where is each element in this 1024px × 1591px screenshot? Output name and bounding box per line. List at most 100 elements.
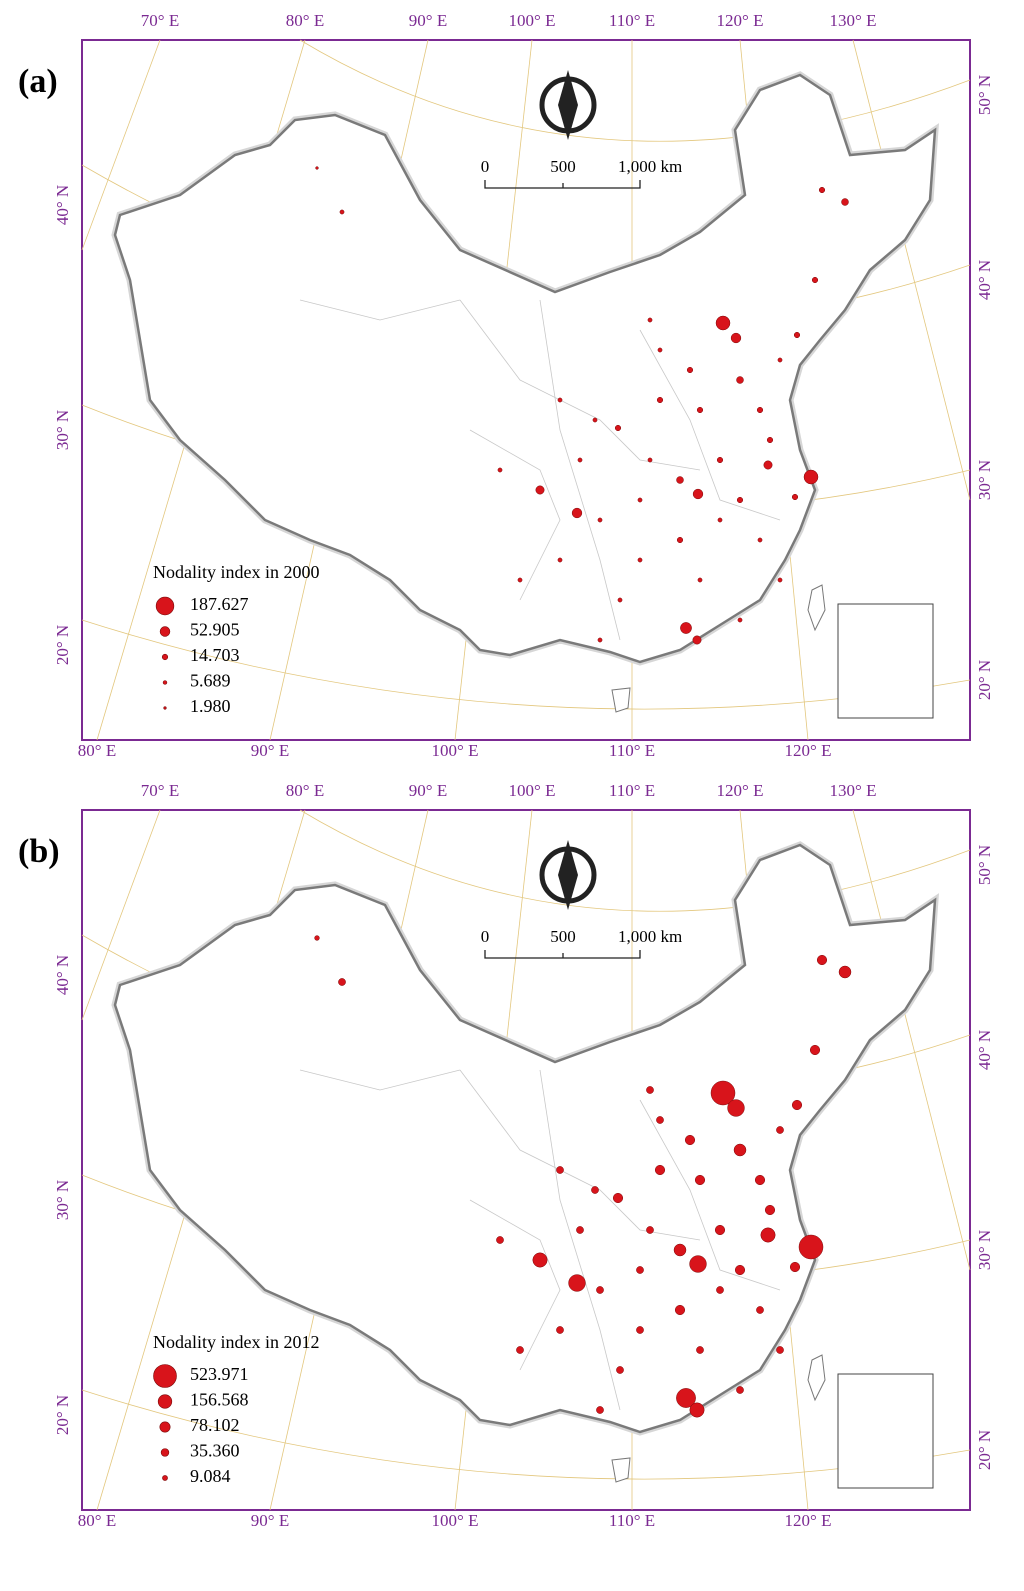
city-dot [597,637,603,643]
city-dot [798,1234,824,1260]
province-border [459,299,701,471]
city-dot [754,1174,766,1186]
meridian [81,39,161,251]
province-border [299,299,461,321]
map-panel: 0 500 1,000 km 70° E 80° E 90° E 100° E 110° E 1… [18,781,994,1530]
longitude-label: 120° E [785,1511,832,1530]
province-border [469,429,561,601]
city-dot [689,1255,707,1273]
longitude-label: 70° E [141,11,179,30]
city-dot [763,460,773,470]
hainan [611,1457,631,1483]
city-dot [637,497,643,503]
city-dot [571,507,583,519]
taiwan [807,1354,826,1402]
city-dot [654,1164,666,1176]
legend-label: 5.689 [190,671,231,691]
longitude-label: 100° E [432,1511,479,1530]
latitude-label: 20° N [975,660,994,700]
province-border [539,1069,621,1411]
city-dot [596,1286,604,1294]
longitude-label: 80° E [286,781,324,800]
panel-label: (a) [18,63,58,100]
province-border [639,329,781,521]
city-dot [714,1224,726,1236]
longitude-label: 80° E [78,1511,116,1530]
city-dot [809,1044,821,1056]
city-dot [736,1386,744,1394]
legend-label: 187.627 [190,594,249,614]
compass-needle [558,70,578,140]
city-dot [789,1261,801,1273]
city-dot [314,935,320,941]
latitude-label: 40° N [975,1030,994,1070]
city-dot [656,1116,664,1124]
legend-label: 52.905 [190,620,240,640]
city-dot [696,406,704,414]
meridian [852,39,971,501]
city-dot [696,1346,704,1354]
city-dot [791,1099,803,1111]
city-dot [776,1346,784,1354]
parallel [299,809,971,912]
longitude-label: 120° E [717,11,764,30]
city-dot [737,617,743,623]
city-dot [517,577,523,583]
city-dot [556,1326,564,1334]
city-dot [715,315,731,331]
city-dot [596,1406,604,1414]
city-dot [756,406,764,414]
city-dot [568,1274,586,1292]
longitude-label: 70° E [141,781,179,800]
longitude-label: 110° E [609,781,655,800]
city-dot [532,1252,548,1268]
legend-label: 156.568 [190,1390,249,1410]
latitude-label: 50° N [975,845,994,885]
city-dot [656,396,664,404]
latitude-label: 30° N [53,410,72,450]
scale-label: 500 [550,927,576,946]
longitude-label: 130° E [830,781,877,800]
city-dot [556,1166,564,1174]
meridian [852,809,971,1271]
city-dot [838,965,852,979]
scale-bar [484,180,641,189]
city-dot [694,1174,706,1186]
legend-label: 78.102 [190,1415,240,1435]
city-dot [636,1266,644,1274]
legend-symbol [153,1364,177,1388]
province-border [639,1099,781,1291]
city-dot [657,347,663,353]
city-dot [496,1236,504,1244]
legend-title: Nodality index in 2012 [153,1332,319,1352]
city-dot [592,417,598,423]
city-dot [557,557,563,563]
latitude-label: 30° N [975,1230,994,1270]
city-dot [766,436,774,444]
latitude-label: 20° N [975,1430,994,1470]
longitude-label: 80° E [78,741,116,760]
longitude-label: 90° E [409,781,447,800]
scale-label: 1,000 km [618,157,682,176]
scale-bar [484,950,641,959]
longitude-label: 90° E [251,741,289,760]
latitude-label: 40° N [53,185,72,225]
longitude-label: 110° E [609,741,655,760]
city-dot [727,1099,745,1117]
city-dot [591,1186,599,1194]
city-dot [736,496,744,504]
city-dot [756,1306,764,1314]
country-outline [113,73,937,664]
city-dot [636,1326,644,1334]
city-dot [811,276,819,284]
city-dot [315,166,319,170]
scale-label: 0 [481,927,490,946]
city-dot [716,456,724,464]
city-dot [676,1388,696,1408]
inset-box [837,603,934,719]
city-dot [646,1086,654,1094]
longitude-label: 130° E [830,11,877,30]
city-dot [689,1402,705,1418]
scale-label: 500 [550,157,576,176]
